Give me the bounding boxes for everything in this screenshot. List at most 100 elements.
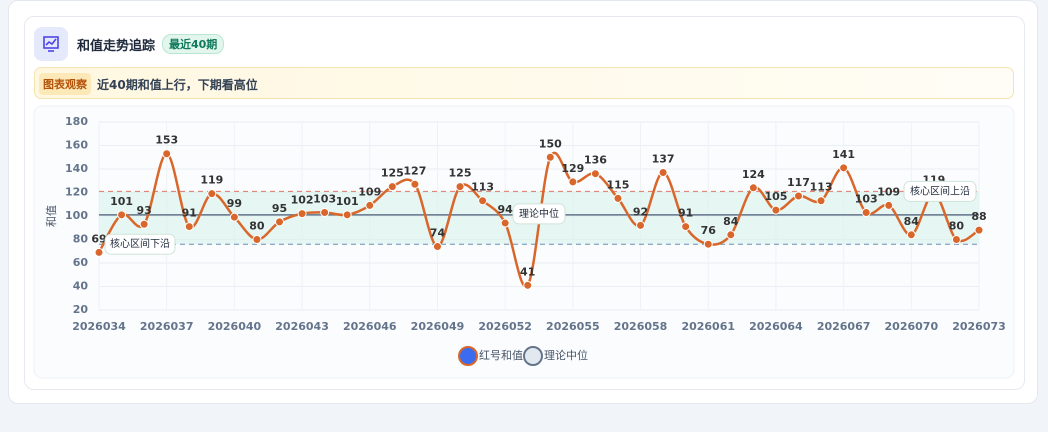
data-point (568, 177, 578, 187)
data-point (297, 209, 307, 219)
data-point (884, 200, 894, 210)
data-label: 93 (136, 204, 151, 217)
data-point (590, 169, 600, 179)
legend-label: 理论中位 (544, 348, 588, 362)
data-label: 91 (678, 207, 693, 220)
data-label: 91 (182, 207, 197, 220)
data-label: 99 (227, 197, 242, 210)
icon-glyph (43, 36, 59, 52)
data-label: 137 (652, 153, 675, 166)
data-point (771, 205, 781, 215)
data-label: 113 (810, 181, 833, 194)
title: 和值走势追踪 (77, 39, 156, 54)
x-tick-label: 2026052 (478, 320, 532, 333)
y-tick-label: 20 (73, 303, 89, 316)
data-label: 141 (832, 148, 855, 161)
x-tick-label: 2026061 (681, 320, 735, 333)
legend-marker (458, 346, 478, 366)
data-point (455, 182, 465, 192)
data-label: 92 (633, 205, 648, 218)
x-tick-label: 2026064 (749, 320, 803, 333)
x-tick-label: 2026046 (343, 320, 397, 333)
data-label: 115 (606, 178, 629, 191)
data-label: 117 (787, 176, 810, 189)
data-label: 95 (272, 202, 287, 215)
data-label: 150 (539, 137, 562, 150)
data-label: 101 (336, 195, 359, 208)
x-tick-label: 2026034 (72, 320, 126, 333)
data-label: 103 (313, 192, 336, 205)
data-point (636, 220, 646, 230)
insight-text: 近40期和值上行，下期看高位 (97, 78, 258, 92)
x-tick-label: 2026070 (885, 320, 939, 333)
legend-marker (523, 346, 543, 366)
data-label: 109 (358, 185, 381, 198)
data-label: 103 (855, 192, 878, 205)
y-tick-label: 140 (65, 162, 88, 175)
data-point (229, 212, 239, 222)
data-point (658, 168, 668, 178)
data-label: 84 (723, 215, 739, 228)
data-point (726, 230, 736, 240)
y-tick-label: 40 (73, 280, 89, 293)
y-tick-label: 160 (65, 139, 88, 152)
insight-label: 图表观察 (39, 73, 91, 95)
data-point (139, 219, 149, 229)
data-label: 127 (403, 164, 426, 177)
annotation: 核心区间上沿 (910, 184, 970, 197)
data-label: 113 (471, 181, 494, 194)
data-label: 125 (449, 167, 472, 180)
data-point (748, 183, 758, 193)
data-point (162, 149, 172, 159)
x-tick-label: 2026043 (275, 320, 329, 333)
data-label: 109 (877, 185, 900, 198)
data-label: 94 (497, 203, 513, 216)
data-label: 129 (561, 162, 584, 175)
y-tick-label: 180 (65, 115, 88, 128)
data-point (613, 193, 623, 203)
data-label: 74 (430, 227, 446, 240)
data-point (974, 225, 984, 235)
data-point (861, 207, 871, 217)
x-tick-label: 2026049 (411, 320, 465, 333)
data-label: 88 (971, 210, 986, 223)
data-label: 80 (249, 220, 265, 233)
annotation-box (903, 180, 977, 202)
data-point (839, 163, 849, 173)
x-tick-label: 2026058 (614, 320, 668, 333)
x-tick-label: 2026037 (140, 320, 194, 333)
data-label: 124 (742, 168, 765, 181)
data-label: 153 (155, 134, 178, 147)
data-label: 101 (110, 195, 133, 208)
data-point (94, 247, 104, 257)
data-label: 125 (381, 167, 404, 180)
y-tick-label: 60 (73, 256, 89, 269)
data-point (320, 207, 330, 217)
y-tick-label: 80 (73, 233, 89, 246)
annotation-box (104, 233, 176, 255)
data-label: 69 (91, 232, 106, 245)
data-point (703, 239, 713, 249)
data-point (545, 152, 555, 162)
icon (34, 27, 68, 61)
x-tick-label: 2026055 (546, 320, 600, 333)
data-point (500, 218, 510, 228)
data-point (906, 230, 916, 240)
data-point (275, 217, 285, 227)
insight: 图表观察 近40期和值上行，下期看高位 (34, 67, 1014, 99)
data-point (793, 191, 803, 201)
y-tick-label: 100 (65, 209, 88, 222)
data-point (410, 179, 420, 189)
data-point (342, 210, 352, 220)
legend-label: 红号和值 (479, 349, 523, 362)
data-label: 41 (520, 265, 535, 278)
data-point (681, 222, 691, 232)
y-axis-label: 和值 (45, 205, 58, 227)
data-point (816, 196, 826, 206)
data-point (951, 235, 961, 244)
data-point (117, 210, 127, 220)
data-label: 119 (200, 174, 223, 187)
data-label: 102 (291, 194, 314, 207)
x-tick-label: 2026040 (208, 320, 262, 333)
